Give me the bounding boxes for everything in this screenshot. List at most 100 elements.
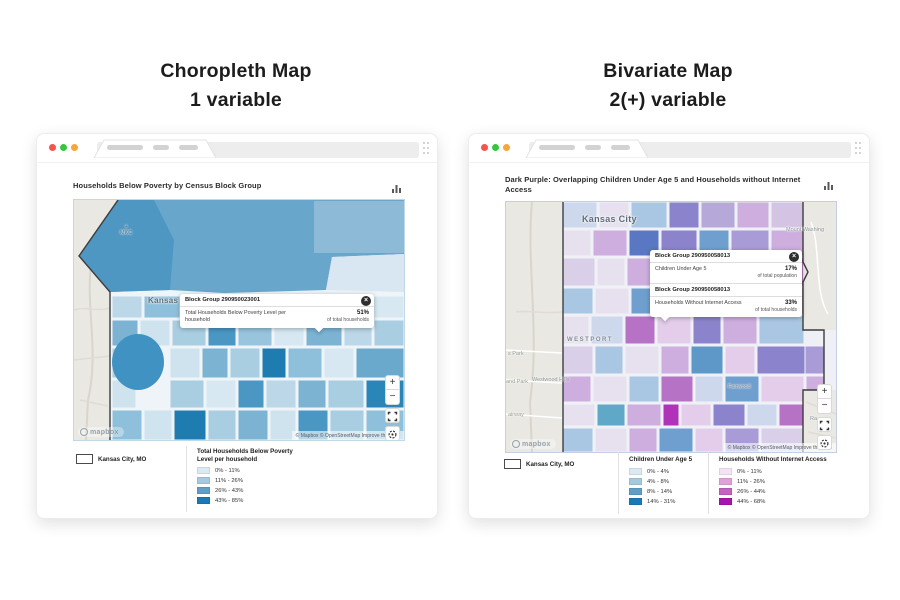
legend-items: 0% - 11% 11% - 26% 26% - 43% 43% - 85% bbox=[197, 467, 243, 504]
place-label-park1: s Park bbox=[508, 351, 524, 357]
place-label-mount-washington: Mount Washing bbox=[786, 227, 825, 233]
traffic-light-close[interactable] bbox=[49, 144, 56, 151]
traffic-light-zoom[interactable] bbox=[71, 144, 78, 151]
bivariate-map-tiles bbox=[506, 202, 836, 452]
legend-item: 8% - 14% bbox=[629, 488, 675, 495]
legend-item: 0% - 4% bbox=[629, 468, 675, 475]
legend-swatch bbox=[197, 497, 210, 504]
geolocate-button[interactable] bbox=[817, 435, 832, 450]
legend-group-title: Households Without Internet Access bbox=[719, 456, 827, 463]
area-swatch bbox=[76, 454, 93, 464]
map-tooltip: Block Group 290950023001 × Total Househo… bbox=[180, 294, 374, 333]
tab-skeleton-bar bbox=[585, 145, 601, 150]
tab-skeleton-bar bbox=[611, 145, 630, 150]
traffic-light-minimize[interactable] bbox=[492, 144, 499, 151]
map-controls: + − bbox=[385, 375, 400, 440]
tab-skeleton-bar bbox=[179, 145, 198, 150]
legend-area-row: Kansas City, MO bbox=[504, 459, 574, 469]
mapbox-logo[interactable]: mapbox bbox=[78, 427, 124, 437]
city-label: Kansas C bbox=[148, 296, 187, 305]
window-menu-dots[interactable] bbox=[423, 142, 430, 156]
neighborhood-label-westport: WESTPORT bbox=[567, 337, 613, 343]
legend-divider bbox=[708, 452, 709, 514]
traffic-light-minimize[interactable] bbox=[60, 144, 67, 151]
legend-swatch bbox=[197, 487, 210, 494]
chart-menu-icon[interactable] bbox=[823, 178, 834, 196]
zoom-in-button[interactable]: + bbox=[385, 375, 400, 390]
tab-skeleton-bar bbox=[153, 145, 169, 150]
zoom-in-button[interactable]: + bbox=[817, 384, 832, 399]
legend-item: 11% - 26% bbox=[719, 478, 765, 485]
legend-swatch bbox=[719, 498, 732, 505]
geolocate-button[interactable] bbox=[385, 426, 400, 440]
traffic-light-zoom[interactable] bbox=[503, 144, 510, 151]
tooltip-row: Households Without Internet Access 33% o… bbox=[650, 297, 802, 317]
tooltip-header: Block Group 290950058013 bbox=[650, 283, 802, 297]
left-heading: Choropleth Map 1 variable bbox=[36, 57, 436, 115]
place-label-raytown: Ra bbox=[810, 416, 818, 422]
city-label: Kansas City bbox=[582, 214, 637, 224]
legend-item: 4% - 8% bbox=[629, 478, 675, 485]
fullscreen-button[interactable] bbox=[385, 408, 400, 423]
legend-swatch bbox=[629, 498, 642, 505]
tooltip-value: 33% of total households bbox=[755, 300, 797, 313]
legend-items: 0% - 4% 4% - 8% 8% - 14% 14% - 31% bbox=[629, 468, 675, 505]
map-tooltip: Block Group 290950058013 × Children Unde… bbox=[650, 250, 802, 322]
close-icon[interactable]: × bbox=[361, 296, 371, 306]
area-label: Kansas City, MO bbox=[98, 455, 147, 463]
place-label-fairwood: Fairwood bbox=[728, 384, 751, 390]
tooltip-metric: Children Under Age 5 bbox=[655, 266, 707, 272]
legend-item: 0% - 11% bbox=[719, 468, 765, 475]
chart-title: Dark Purple: Overlapping Children Under … bbox=[505, 175, 801, 194]
window-menu-dots[interactable] bbox=[855, 142, 862, 156]
map-attribution[interactable]: © Mapbox © OpenStreetMap Improve this ma… bbox=[723, 443, 836, 452]
chart-menu-icon[interactable] bbox=[391, 181, 402, 199]
right-heading: Bivariate Map 2(+) variable bbox=[468, 57, 868, 115]
legend-swatch bbox=[719, 478, 732, 485]
zoom-out-button[interactable]: − bbox=[817, 399, 832, 414]
legend-swatch bbox=[629, 468, 642, 475]
legend-group-title: Children Under Age 5 bbox=[629, 456, 693, 463]
legend-swatch bbox=[719, 488, 732, 495]
place-label-westwood-hills: Westwood Hills bbox=[532, 377, 570, 383]
legend-swatch bbox=[197, 467, 210, 474]
mapbox-logo[interactable]: mapbox bbox=[510, 439, 556, 449]
tab-skeleton-bar bbox=[539, 145, 575, 150]
tooltip-row: Total Households Below Poverty Level per… bbox=[180, 307, 374, 328]
tab-skeleton-bar bbox=[107, 145, 143, 150]
map-attribution[interactable]: © Mapbox © OpenStreetMap Improve this ma… bbox=[291, 431, 404, 440]
legend-area-row: Kansas City, MO bbox=[76, 454, 146, 464]
area-swatch bbox=[504, 459, 521, 469]
legend-swatch bbox=[719, 468, 732, 475]
place-label-fairway: airway bbox=[508, 412, 524, 418]
fullscreen-button[interactable] bbox=[817, 417, 832, 432]
choropleth-map[interactable]: + MKC Kansas C Block Group 290950023001 … bbox=[73, 199, 405, 441]
legend-item: 44% - 68% bbox=[719, 498, 765, 505]
legend-item: 26% - 43% bbox=[197, 487, 243, 494]
mapbox-logo-icon bbox=[80, 428, 88, 436]
close-icon[interactable]: × bbox=[789, 252, 799, 262]
place-label-park2: and Park bbox=[506, 379, 529, 385]
legend-item: 11% - 26% bbox=[197, 477, 243, 484]
tooltip-header: Block Group 290950058013 × bbox=[650, 250, 802, 263]
tooltip-value: 17% of total population bbox=[757, 266, 797, 279]
legend-items: 0% - 11% 11% - 26% 26% - 44% 44% - 68% bbox=[719, 468, 765, 505]
legend-swatch bbox=[197, 477, 210, 484]
left-heading-title: Choropleth Map bbox=[160, 60, 312, 82]
traffic-light-close[interactable] bbox=[481, 144, 488, 151]
map-controls: + − bbox=[817, 384, 832, 450]
browser-window-choropleth: Households Below Poverty by Census Block… bbox=[36, 133, 438, 519]
legend-divider bbox=[186, 446, 187, 512]
tooltip-value: 51% of total households bbox=[327, 310, 369, 323]
legend-item: 26% - 44% bbox=[719, 488, 765, 495]
bivariate-map[interactable]: Kansas City WESTPORT Mount Washing s Par… bbox=[505, 201, 837, 453]
area-label: Kansas City, MO bbox=[526, 460, 575, 468]
legend-group-title: Total Households Below Poverty Level per… bbox=[197, 448, 293, 463]
left-heading-subtitle: 1 variable bbox=[190, 89, 282, 111]
chart-title: Households Below Poverty by Census Block… bbox=[73, 181, 262, 190]
legend-item: 14% - 31% bbox=[629, 498, 675, 505]
right-heading-subtitle: 2(+) variable bbox=[609, 89, 727, 111]
zoom-out-button[interactable]: − bbox=[385, 390, 400, 405]
legend-divider bbox=[618, 452, 619, 514]
